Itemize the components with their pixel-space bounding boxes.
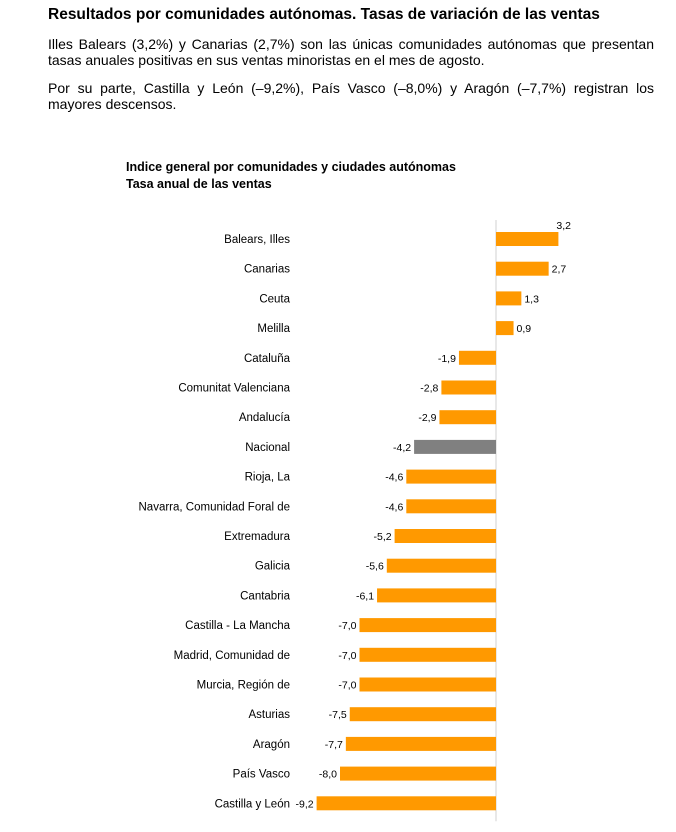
value-label-3: 0,9 bbox=[517, 323, 532, 335]
value-label-9: -4,6 bbox=[385, 501, 403, 513]
category-label-14: Madrid, Comunidad de bbox=[174, 650, 290, 662]
value-label-0: 3,2 bbox=[556, 220, 571, 232]
chart-title: Indice general por comunidades y ciudade… bbox=[126, 160, 456, 174]
chart-subtitle: Tasa anual de las ventas bbox=[126, 177, 272, 191]
category-label-3: Melilla bbox=[257, 323, 290, 335]
bar-3 bbox=[496, 321, 514, 336]
category-label-10: Extremadura bbox=[224, 531, 290, 543]
bar-6 bbox=[439, 410, 496, 425]
category-label-8: Rioja, La bbox=[245, 472, 291, 484]
bar-chart: Balears, Illes 3,2 Canarias 2,7 Ceuta 1,3 Meli… bbox=[139, 220, 571, 822]
category-label-7: Nacional bbox=[245, 442, 290, 454]
value-label-2: 1,3 bbox=[524, 293, 539, 305]
category-label-11: Galicia bbox=[255, 561, 291, 573]
value-label-15: -7,0 bbox=[338, 680, 356, 692]
value-label-17: -7,7 bbox=[325, 739, 343, 751]
value-label-16: -7,5 bbox=[329, 709, 347, 721]
category-label-9: Navarra, Comunidad Foral de bbox=[139, 501, 291, 513]
bar-11 bbox=[386, 558, 496, 573]
bar-12 bbox=[377, 588, 496, 603]
value-label-19: -9,2 bbox=[296, 798, 314, 810]
summary-paragraph-declines: Por su parte, Castilla y León (–9,2%), P… bbox=[48, 80, 654, 112]
section-heading: Resultados por comunidades autónomas. Ta… bbox=[48, 6, 600, 23]
bar-16 bbox=[349, 707, 496, 722]
summary-paragraph-positive: Illes Balears (3,2%) y Canarias (2,7%) s… bbox=[48, 36, 654, 68]
bar-17 bbox=[345, 736, 496, 751]
value-label-1: 2,7 bbox=[552, 264, 567, 276]
category-label-19: Castilla y León bbox=[215, 798, 290, 810]
bar-0 bbox=[496, 232, 559, 246]
value-label-12: -6,1 bbox=[356, 590, 374, 602]
value-label-5: -2,8 bbox=[420, 383, 438, 395]
category-label-1: Canarias bbox=[244, 264, 290, 276]
category-label-12: Cantabria bbox=[240, 590, 290, 602]
category-label-6: Andalucía bbox=[239, 412, 291, 424]
bar-14 bbox=[359, 647, 496, 662]
value-label-10: -5,2 bbox=[374, 531, 392, 543]
value-label-18: -8,0 bbox=[319, 769, 337, 781]
bar-10 bbox=[394, 529, 496, 543]
category-label-0: Balears, Illes bbox=[224, 234, 290, 246]
value-label-8: -4,6 bbox=[385, 472, 403, 484]
value-label-11: -5,6 bbox=[366, 561, 384, 573]
bar-15 bbox=[359, 677, 496, 692]
bar-4 bbox=[458, 350, 496, 365]
category-label-5: Comunitat Valenciana bbox=[178, 383, 290, 395]
bar-18 bbox=[340, 766, 496, 781]
bar-1 bbox=[496, 261, 549, 276]
value-label-7: -4,2 bbox=[393, 442, 411, 454]
value-label-14: -7,0 bbox=[338, 650, 356, 662]
bar-8 bbox=[406, 469, 496, 484]
category-label-17: Aragón bbox=[253, 739, 290, 751]
bar-19 bbox=[316, 796, 496, 811]
category-label-4: Cataluña bbox=[244, 353, 291, 365]
category-label-13: Castilla - La Mancha bbox=[185, 620, 290, 632]
category-label-18: País Vasco bbox=[233, 769, 290, 781]
category-label-2: Ceuta bbox=[259, 293, 290, 305]
category-label-16: Asturias bbox=[248, 709, 290, 721]
value-label-4: -1,9 bbox=[438, 353, 456, 365]
bar-5 bbox=[441, 380, 496, 395]
value-label-13: -7,0 bbox=[338, 620, 356, 632]
value-label-6: -2,9 bbox=[418, 412, 436, 424]
bar-9 bbox=[406, 499, 496, 514]
bar-13 bbox=[359, 618, 496, 633]
bar-7 bbox=[414, 439, 496, 454]
category-label-15: Murcia, Región de bbox=[197, 680, 290, 692]
bar-2 bbox=[496, 291, 522, 306]
